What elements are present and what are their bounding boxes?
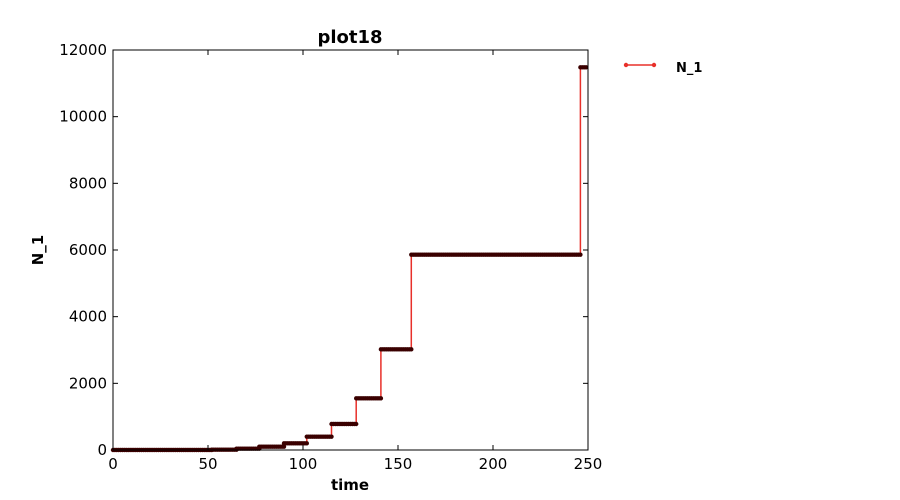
y-axis-label: N_1	[29, 235, 47, 266]
y-tick-label: 10000	[59, 108, 107, 126]
x-tick-label: 150	[384, 455, 413, 473]
plot-area	[110, 65, 589, 453]
legend: N_1	[623, 61, 702, 76]
data-point	[329, 434, 334, 439]
y-tick-label: 8000	[69, 174, 107, 192]
plot-frame	[112, 49, 589, 451]
data-point	[354, 421, 359, 427]
data-point	[583, 65, 589, 70]
x-tick-label: 100	[289, 455, 318, 473]
y-tick-label: 6000	[69, 241, 107, 259]
series-markers-n-1	[110, 65, 589, 453]
x-axis-label: time	[331, 476, 369, 494]
y-tick-label: 0	[97, 441, 107, 459]
legend-label-n-1: N_1	[676, 61, 702, 76]
data-point	[304, 441, 309, 446]
data-point	[281, 444, 287, 449]
y-tick-label: 4000	[69, 308, 107, 326]
legend-marker-n-1	[651, 62, 657, 68]
series-line-n-1	[113, 66, 587, 451]
data-point	[378, 396, 384, 401]
x-tick-label: 0	[108, 455, 118, 473]
x-tick-label: 50	[198, 455, 217, 473]
y-tick-label: 2000	[69, 374, 107, 392]
data-point	[578, 252, 583, 257]
chart-title: plot18	[317, 27, 382, 48]
axis-ticks: 0 50 100 150 200 250 0 2000 4000 6000 8000 10000 120…	[59, 41, 602, 473]
x-tick-label: 250	[574, 455, 603, 473]
legend-marker-n-1	[623, 62, 629, 68]
data-point	[409, 347, 414, 352]
y-tick-label: 12000	[59, 41, 107, 59]
x-tick-label: 200	[479, 455, 508, 473]
